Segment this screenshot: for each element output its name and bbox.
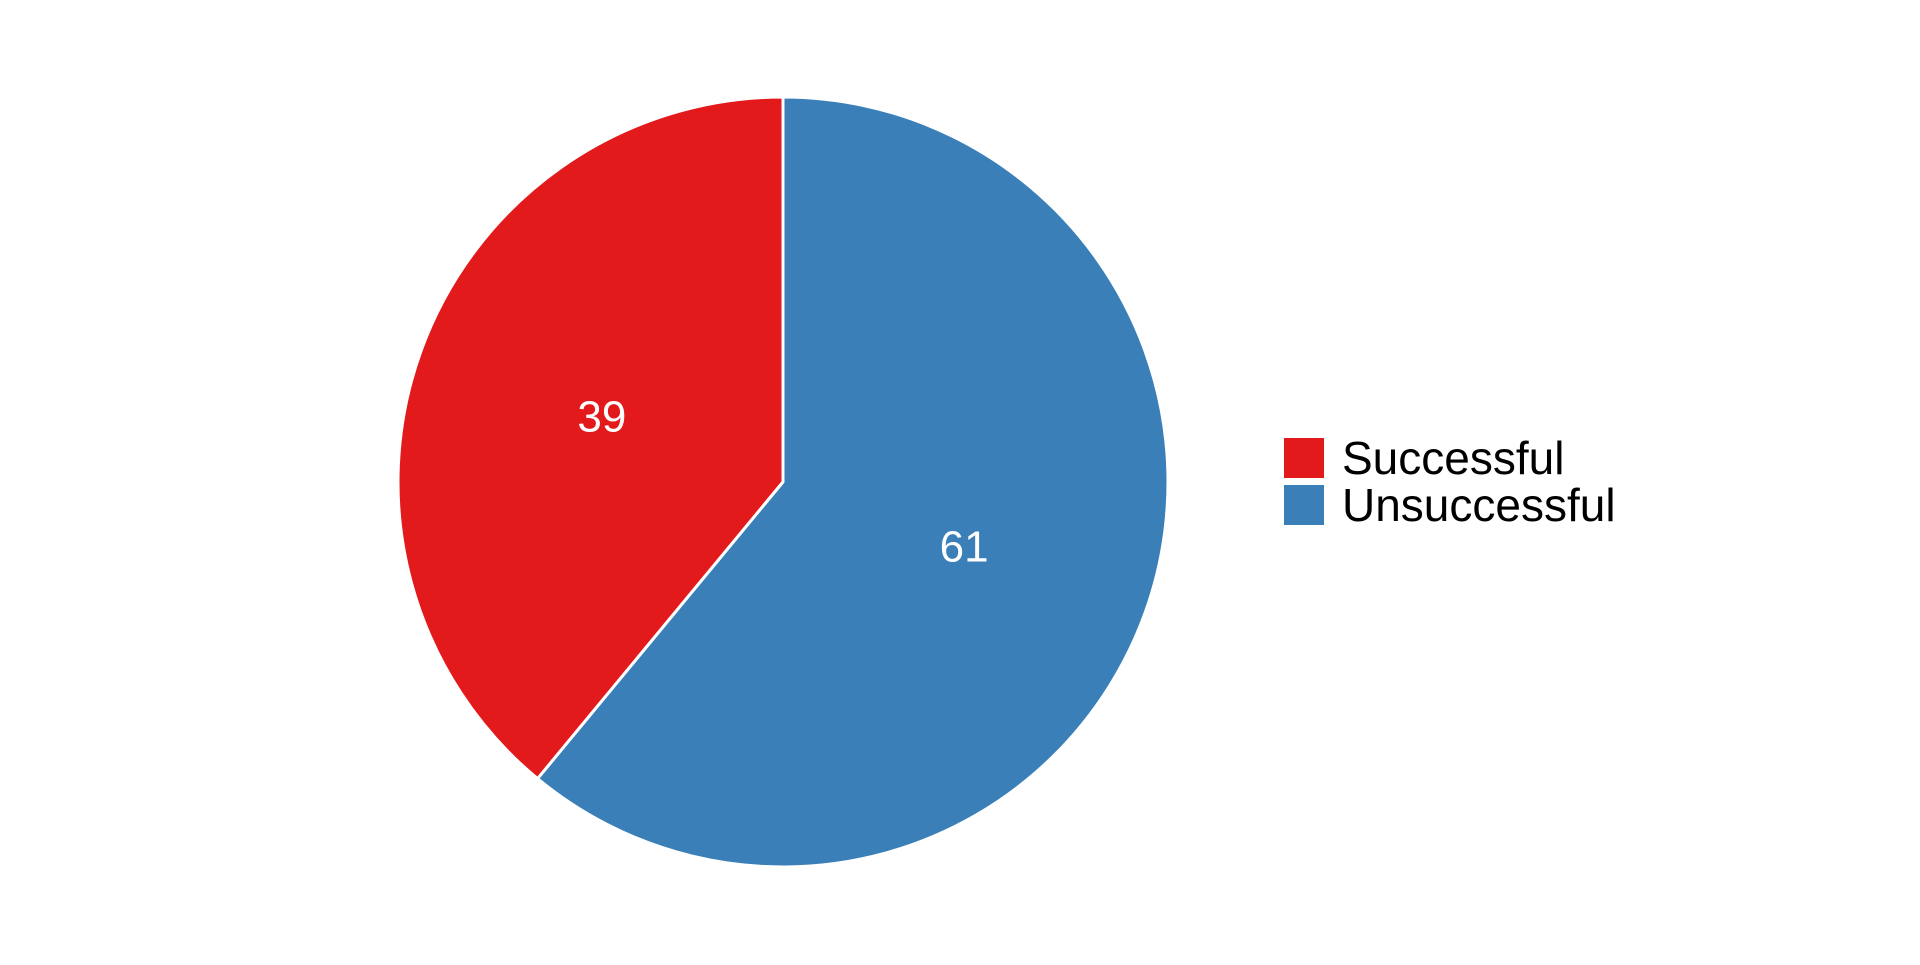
pie-slice-unsuccessful: [536, 95, 1170, 869]
legend-label-successful: Successful: [1342, 432, 1564, 484]
pie-slices: [396, 95, 1170, 869]
data-label-successful: 39: [577, 392, 626, 441]
legend-label-unsuccessful: Unsuccessful: [1342, 479, 1616, 531]
pie-slice-successful: [396, 95, 785, 781]
legend-swatch-unsuccessful: [1284, 485, 1324, 525]
legend-swatch-successful: [1284, 438, 1324, 478]
data-label-unsuccessful: 61: [940, 523, 989, 572]
pie-data-labels: 39 61: [577, 392, 988, 571]
